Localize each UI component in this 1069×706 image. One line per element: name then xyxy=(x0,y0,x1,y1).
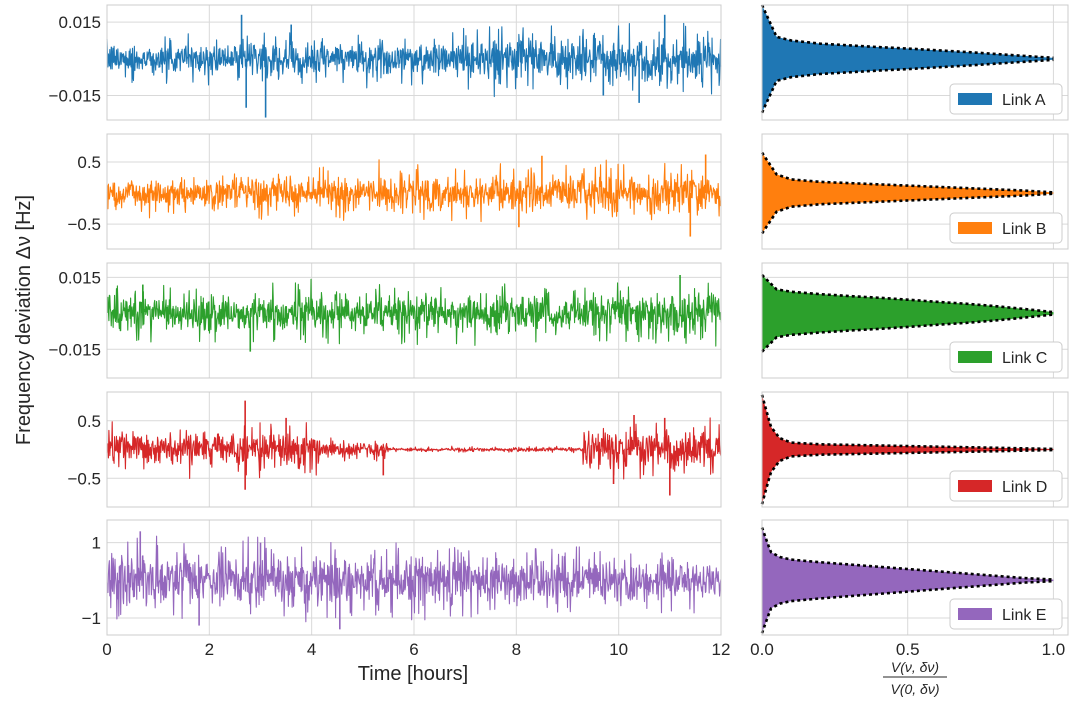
envelope-fill-4 xyxy=(762,394,1054,505)
x-tick-label: 0.5 xyxy=(896,640,920,659)
time-panel-frame xyxy=(106,391,722,508)
x-tick-label: 2 xyxy=(205,640,214,659)
envelope-lower-dotted xyxy=(760,58,1054,114)
y-axis-label: Frequency deviation Δν [Hz] xyxy=(13,195,35,445)
x-tick-label: 12 xyxy=(712,640,731,659)
legend-3: Link C xyxy=(949,341,1063,373)
legend-label: Link A xyxy=(1002,92,1046,109)
envelope-upper-dotted xyxy=(761,274,1054,314)
y-tick-label: −0.5 xyxy=(67,469,101,488)
legend-box xyxy=(949,212,1063,244)
legend-label: Link B xyxy=(1002,221,1046,238)
legend-1: Link A xyxy=(949,83,1063,115)
time-series-line-5 xyxy=(106,535,722,623)
envelope-upper-dotted xyxy=(760,4,1054,60)
y-tick-label: −0.015 xyxy=(49,340,101,359)
time-panel-3: 0.015 −0.015 xyxy=(49,262,722,379)
time-panel-5: 1 −1 xyxy=(82,519,722,636)
time-panel-frame xyxy=(106,262,722,379)
legend-4: Link D xyxy=(949,470,1063,502)
envelope-upper-dotted xyxy=(760,394,1054,451)
envelope-fill-1 xyxy=(762,5,1054,113)
time-panel-frame xyxy=(106,4,722,121)
x-tick-label: 10 xyxy=(609,640,628,659)
envelope-upper-dotted xyxy=(760,151,1054,194)
x-tick-label: 0 xyxy=(102,640,111,659)
legend-swatch xyxy=(958,480,992,492)
y-tick-label: −0.015 xyxy=(49,87,101,106)
panel-row-4: 0.5 −0.5 Link D xyxy=(67,391,1069,508)
y-tick-label: 0.5 xyxy=(77,412,101,431)
envelope-lower-dotted xyxy=(761,313,1054,353)
ratio-panel-frame xyxy=(761,262,1069,379)
x-tick-label: 4 xyxy=(307,640,316,659)
envelope-upper-dotted xyxy=(760,527,1054,581)
time-series-line-3 xyxy=(106,278,722,347)
legend-swatch xyxy=(958,608,992,620)
y-tick-label: 1 xyxy=(92,534,101,553)
x-tick-label: 8 xyxy=(512,640,521,659)
y-tick-label: 0.015 xyxy=(58,13,101,32)
legend-box xyxy=(949,341,1063,373)
y-tick-label: −0.5 xyxy=(67,215,101,234)
x-axis-label-time: Time [hours] xyxy=(358,663,468,685)
ratio-panel-4: Link D xyxy=(760,391,1069,508)
ratio-denominator: V(0, δν) xyxy=(890,681,939,697)
envelope-fill-2 xyxy=(762,152,1054,234)
ratio-numerator: V(ν, δν) xyxy=(891,659,939,675)
time-x-ticks: 0 2 4 6 8 10 12 xyxy=(102,640,730,659)
legend-label: Link C xyxy=(1002,350,1047,367)
x-axis-label-ratio: V(ν, δν) V(0, δν) xyxy=(883,659,947,697)
time-series-line-4 xyxy=(106,417,722,480)
x-tick-label: 1.0 xyxy=(1042,640,1066,659)
ratio-panel-frame xyxy=(761,519,1069,636)
time-panel-4: 0.5 −0.5 xyxy=(67,391,722,508)
y-tick-label: −1 xyxy=(82,609,101,628)
ratio-panel-frame xyxy=(761,391,1069,508)
ratio-panel-frame xyxy=(761,4,1069,121)
panel-row-3: 0.015 −0.015 Link C xyxy=(49,262,1069,379)
legend-label: Link E xyxy=(1002,607,1046,624)
ratio-panel-5: Link E xyxy=(760,519,1069,636)
legend-swatch xyxy=(958,93,992,105)
ratio-panel-frame xyxy=(761,133,1069,250)
panel-row-5: 1 −1 Link E xyxy=(82,519,1069,636)
panel-row-1: 0.015 −0.015 Link A xyxy=(49,4,1069,121)
envelope-fill-3 xyxy=(762,274,1054,352)
legend-swatch xyxy=(958,351,992,363)
x-tick-label: 0.0 xyxy=(750,640,774,659)
legend-label: Link D xyxy=(1002,479,1047,496)
legend-swatch xyxy=(958,222,992,234)
time-series-line-1 xyxy=(106,22,722,98)
y-tick-label: 0.015 xyxy=(58,268,101,287)
legend-box xyxy=(949,470,1063,502)
time-panel-frame xyxy=(106,133,722,250)
legend-2: Link B xyxy=(949,212,1063,244)
time-panel-2: 0.5 −0.5 xyxy=(67,133,722,250)
x-tick-label: 6 xyxy=(409,640,418,659)
ratio-panel-3: Link C xyxy=(761,262,1069,379)
y-tick-label: 0.5 xyxy=(77,153,101,172)
ratio-panel-1: Link A xyxy=(760,4,1069,121)
legend-5: Link E xyxy=(949,598,1063,630)
envelope-lower-dotted xyxy=(760,192,1054,235)
envelope-fill-5 xyxy=(762,527,1054,634)
time-panel-frame xyxy=(106,519,722,636)
panel-row-2: 0.5 −0.5 Link B xyxy=(67,133,1069,250)
time-panel-1: 0.015 −0.015 xyxy=(49,4,722,121)
envelope-lower-dotted xyxy=(760,579,1054,634)
panels: 0.015 −0.015 Link A 0.5 −0.5 Link B 0.015 −0.01… xyxy=(49,4,1069,659)
legend-box xyxy=(949,598,1063,630)
ratio-x-ticks: 0.0 0.5 1.0 xyxy=(750,640,1065,659)
time-series-line-2 xyxy=(106,159,722,223)
legend-box xyxy=(949,83,1063,115)
envelope-lower-dotted xyxy=(760,448,1054,505)
ratio-panel-2: Link B xyxy=(760,133,1069,250)
